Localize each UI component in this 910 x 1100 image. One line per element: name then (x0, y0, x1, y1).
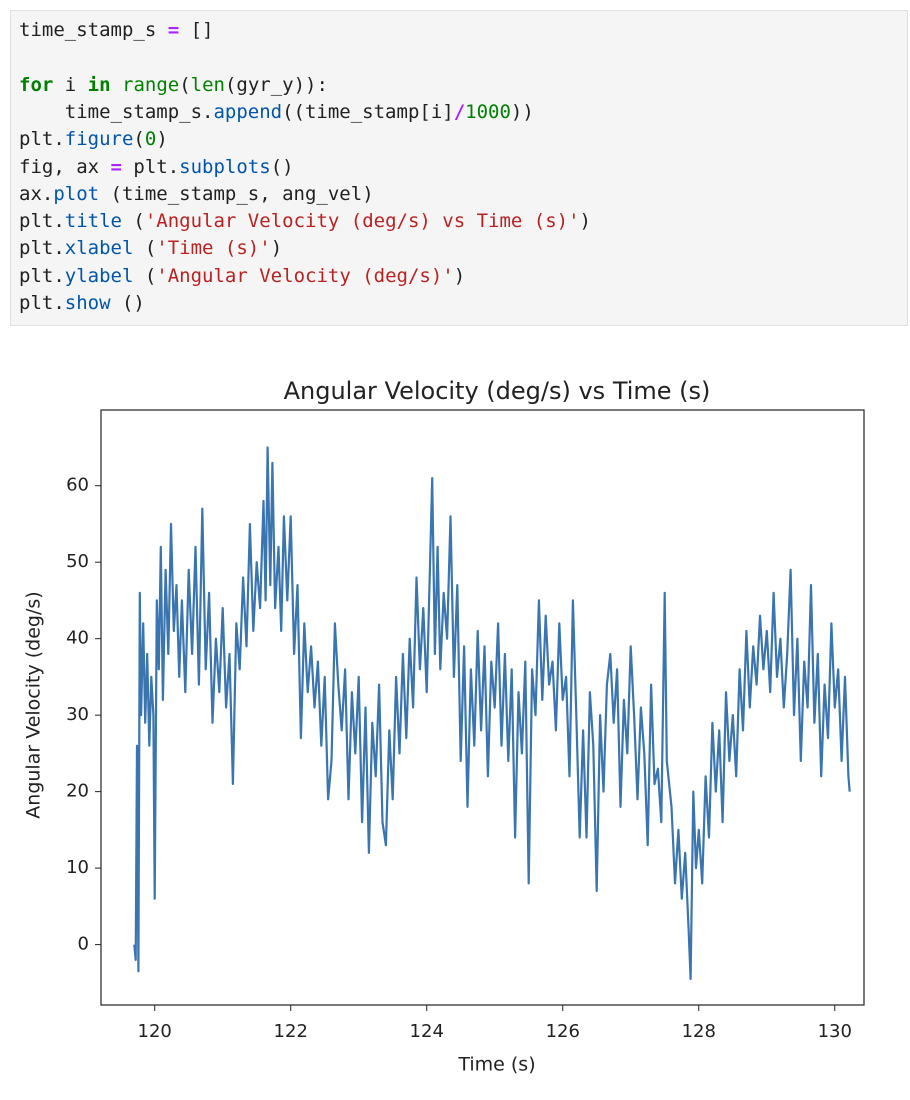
code-token: )) (510, 100, 534, 123)
code-token: / (453, 100, 466, 123)
code-line: plt.ylabel ('Angular Velocity (deg/s)') (19, 265, 465, 292)
code-cell: time_stamp_s = [] for i in range(len(gyr_… (10, 10, 908, 326)
x-tick-label: 130 (818, 1021, 852, 1042)
code-token: ( (133, 237, 157, 260)
code-token (111, 74, 122, 96)
code-token: time_stamp_s. (19, 100, 214, 123)
y-tick-label: 50 (66, 551, 89, 572)
code-token: 0 (144, 128, 157, 151)
data-line (133, 446, 851, 981)
code-token: in (87, 73, 111, 96)
y-tick-label: 60 (66, 475, 89, 496)
code-token: () (270, 155, 294, 178)
plot-frame (100, 409, 865, 1006)
chart: Angular Velocity (deg/s) vs Time (s) Tim… (23, 377, 865, 1076)
code-line: ax.plot (time_stamp_s, ang_vel) (19, 183, 374, 210)
code-token: append (213, 100, 283, 123)
code-token: 'Time (s)' (156, 237, 271, 260)
code-token: xlabel (64, 237, 134, 260)
code-line: plt.title ('Angular Velocity (deg/s) vs … (19, 210, 591, 237)
code-token: show (64, 292, 111, 314)
code-token: (time_stamp_s, ang_vel) (99, 182, 374, 205)
y-tick-label: 10 (66, 857, 89, 878)
chart-title: Angular Velocity (deg/s) vs Time (s) (284, 377, 711, 405)
code-token: () (110, 292, 145, 314)
code-token: ) (579, 210, 591, 233)
code-token: (gyr_y)): (224, 73, 328, 96)
y-tick-label: 20 (66, 781, 89, 802)
code-token: subplots (179, 155, 271, 178)
code-token: plt. (19, 128, 65, 151)
code-token: plt. (19, 264, 65, 287)
code-token: 'Angular Velocity (deg/s) vs Time (s)' (144, 210, 580, 233)
code-token: ) (453, 264, 466, 287)
x-tick-label: 122 (274, 1021, 308, 1042)
x-tick-label: 124 (410, 1021, 444, 1042)
code-token: ax. (19, 182, 54, 205)
y-tick-label: 40 (66, 628, 89, 649)
code-token: = (110, 155, 122, 178)
code-token: range (122, 73, 180, 96)
code-line: plt.figure(0) (19, 128, 168, 155)
code-token: ( (179, 73, 191, 96)
code-token: plt. (19, 237, 65, 260)
code-token: plt. (19, 292, 65, 314)
y-tick-label: 30 (66, 704, 89, 725)
code-token: = (167, 19, 180, 41)
code-token: plt. (121, 155, 180, 178)
y-tick-label: 0 (78, 934, 89, 955)
x-tick-label: 128 (682, 1021, 716, 1042)
code-line: for i in range(len(gyr_y)): (19, 74, 328, 101)
code-token: 1000 (465, 100, 511, 123)
code-token: [] (179, 19, 214, 41)
code-token: title (64, 210, 122, 233)
x-tick-label: 120 (138, 1021, 172, 1042)
code-token: figure (64, 128, 134, 151)
code-token: ) (270, 237, 283, 260)
code-token: for (19, 73, 54, 96)
code-token: ( (121, 210, 145, 233)
x-tick-label: 126 (546, 1021, 580, 1042)
code-token: time_stamp_s (19, 19, 168, 41)
code-token: len (190, 73, 225, 96)
code-line: time_stamp_s.append((time_stamp[i]/1000)… (19, 101, 534, 128)
code-token: ) (156, 128, 168, 151)
code-token: fig, ax (19, 155, 111, 178)
code-token: i (53, 73, 88, 96)
code-line: fig, ax = plt.subplots() (19, 156, 294, 183)
code-line: time_stamp_s = [] (19, 19, 214, 46)
code-line: plt.xlabel ('Time (s)') (19, 237, 282, 264)
y-axis-label: Angular Velocity (deg/s) (23, 591, 45, 818)
code-token: plot (53, 182, 100, 205)
code-token: plt. (19, 210, 65, 233)
code-token: ((time_stamp[i] (282, 100, 454, 123)
code-token: 'Angular Velocity (deg/s)' (156, 264, 454, 287)
code-token: ( (133, 264, 157, 287)
code-line: plt.show () (19, 292, 145, 319)
code-token: ( (133, 128, 145, 151)
x-axis-label: Time (s) (457, 1054, 535, 1076)
code-token: ylabel (64, 264, 134, 287)
